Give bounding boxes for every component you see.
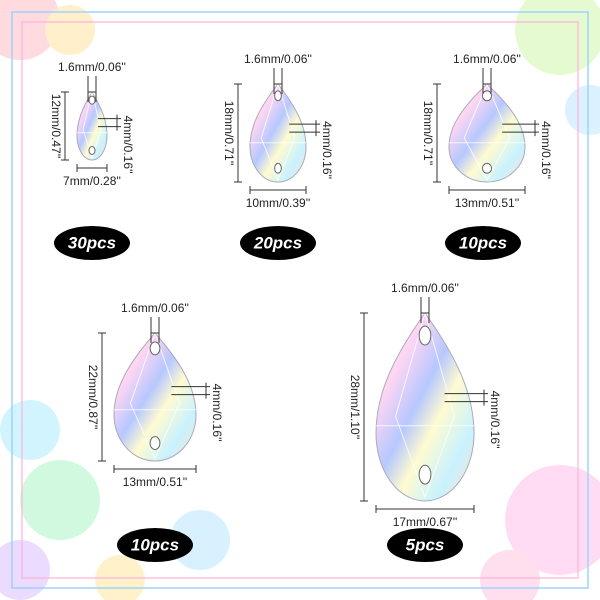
dim-line — [502, 120, 539, 137]
hole — [481, 90, 493, 102]
count-label: 10pcs — [131, 535, 179, 554]
height-label: 18mm/0.71'' — [222, 101, 236, 166]
dim-line — [420, 297, 430, 323]
hole — [274, 162, 282, 174]
depth-label: 4mm/0.16'' — [320, 121, 334, 179]
gem — [249, 83, 307, 183]
facets — [250, 82, 306, 182]
width-label: 10mm/0.39'' — [246, 196, 311, 210]
depth-label: 4mm/0.16'' — [488, 391, 502, 449]
hole — [418, 464, 432, 485]
count-pill — [117, 528, 193, 562]
hole-label: 1.6mm/0.06'' — [391, 281, 459, 295]
count-pill — [240, 226, 316, 260]
hole — [149, 341, 161, 356]
facets — [114, 331, 196, 460]
dim-line — [113, 465, 197, 473]
frame — [11, 11, 589, 589]
hole — [149, 436, 161, 450]
gem — [375, 312, 475, 502]
dim-line — [76, 164, 108, 172]
dim-line — [150, 317, 160, 343]
dim-line — [98, 114, 121, 131]
dim-line — [375, 505, 475, 513]
dim-line — [482, 68, 492, 94]
dim-line — [273, 68, 283, 94]
dim-line — [61, 91, 69, 161]
hole — [88, 95, 96, 105]
facets — [77, 91, 107, 161]
depth-label: 4mm/0.16'' — [539, 121, 553, 179]
hole — [88, 145, 96, 155]
hole-label: 1.6mm/0.06'' — [244, 52, 312, 66]
hole-label: 1.6mm/0.06'' — [58, 60, 126, 74]
hole — [418, 325, 432, 346]
product-item: 1.6mm/0.06'' 28mm/1.10'' 4mm/0.16'' 17mm/0.… — [348, 281, 502, 562]
dim-line — [171, 382, 210, 399]
dim-line — [448, 186, 526, 194]
hole — [274, 90, 282, 102]
hole — [481, 162, 493, 174]
width-label: 13mm/0.51'' — [123, 475, 188, 489]
product-item: 1.6mm/0.06'' 18mm/0.71'' 4mm/0.16'' 10mm/0.… — [222, 52, 334, 260]
dim-line — [98, 332, 106, 462]
dim-line — [234, 83, 242, 183]
depth-label: 4mm/0.16'' — [121, 116, 135, 174]
count-label: 30pcs — [68, 233, 116, 252]
width-label: 7mm/0.28'' — [63, 174, 121, 188]
count-label: 20pcs — [253, 233, 302, 252]
dim-line — [433, 83, 441, 183]
product-item: 1.6mm/0.06'' 12mm/0.47'' 4mm/0.16''7mm/0.2… — [49, 60, 135, 260]
count-pill — [387, 528, 463, 562]
product-item: 1.6mm/0.06'' 18mm/0.71'' 4mm/0.16'' 13mm/0.… — [421, 52, 553, 260]
count-label: 10pcs — [459, 233, 507, 252]
facets — [449, 82, 525, 182]
width-label: 13mm/0.51'' — [455, 196, 520, 210]
dim-line — [289, 120, 320, 137]
height-label: 22mm/0.87'' — [86, 365, 100, 430]
gem — [113, 332, 197, 462]
product-item: 1.6mm/0.06'' 22mm/0.87'' 4mm/0.16'' 13mm/0.… — [86, 301, 224, 562]
dim-line — [249, 186, 307, 194]
height-label: 12mm/0.47'' — [49, 94, 63, 159]
count-label: 5pcs — [406, 535, 445, 554]
height-label: 18mm/0.71'' — [421, 101, 435, 166]
dim-line — [444, 389, 488, 406]
width-label: 17mm/0.67'' — [393, 515, 458, 529]
height-label: 28mm/1.10'' — [348, 375, 362, 440]
hole-label: 1.6mm/0.06'' — [453, 52, 521, 66]
items: 1.6mm/0.06''12mm/0.47'' 4mm/0.16''7mm/0.2… — [49, 52, 553, 562]
dim-line — [87, 76, 97, 102]
depth-label: 4mm/0.16'' — [210, 384, 224, 442]
count-pill — [54, 226, 130, 260]
count-pill — [445, 226, 521, 260]
hole-label: 1.6mm/0.06'' — [121, 301, 189, 315]
dim-line — [360, 312, 368, 502]
facets — [376, 311, 474, 499]
